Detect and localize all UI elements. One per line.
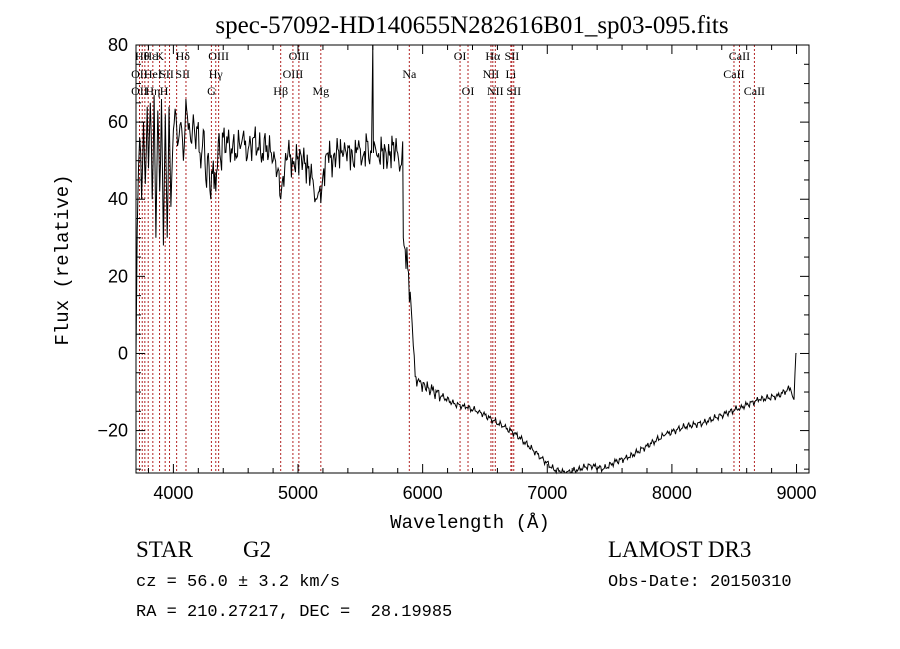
line-label: SII: [506, 84, 521, 98]
line-label: NII: [487, 84, 504, 98]
line-label: Hα: [485, 49, 501, 63]
y-tick-label: 20: [108, 266, 128, 286]
line-label: CaII: [729, 49, 750, 63]
line-label: OIII: [208, 49, 229, 63]
line-label: Hη: [145, 84, 160, 98]
ra-dec-coordinates: RA = 210.27217, DEC = 28.19985: [136, 603, 453, 622]
y-tick-label: 80: [108, 35, 128, 55]
redshift-velocity: cz = 56.0 ± 3.2 km/s: [136, 573, 341, 592]
object-class: STAR: [136, 537, 193, 562]
line-label: Hθ: [135, 49, 150, 63]
line-label: SII: [175, 67, 190, 81]
x-axis-ticks: 4000 5000 6000 7000 8000 9000: [147, 45, 817, 503]
x-tick-label: 6000: [403, 483, 443, 503]
line-label: CaII: [723, 67, 744, 81]
line-label: SII: [505, 49, 520, 63]
line-label: CaII: [744, 84, 765, 98]
line-label: OII: [131, 67, 148, 81]
x-tick-label: 8000: [652, 483, 692, 503]
emission-line-markers: [138, 45, 755, 473]
line-label: G: [207, 84, 216, 98]
line-label: SII: [159, 67, 174, 81]
y-axis-ticks: −20 0 20 40 60 80: [97, 35, 809, 470]
line-label: Li: [506, 67, 517, 81]
y-tick-label: 60: [108, 112, 128, 132]
line-label: Hβ: [273, 84, 288, 98]
line-label: Na: [402, 67, 417, 81]
x-tick-label: 9000: [777, 483, 817, 503]
line-label: Hγ: [209, 67, 224, 81]
plot-frame: [135, 44, 810, 474]
line-label: Hε: [143, 49, 157, 63]
line-label: OII: [131, 84, 148, 98]
line-label: NII: [483, 67, 500, 81]
chart-title: spec-57092-HD140655N282616B01_sp03-095.f…: [215, 12, 728, 39]
line-label: OI: [454, 49, 467, 63]
spectral-subclass: G2: [243, 537, 272, 562]
observation-date: Obs-Date: 20150310: [608, 573, 792, 592]
y-axis-label: Flux (relative): [52, 174, 74, 345]
line-label: HeI: [144, 67, 162, 81]
flux-series-line: [135, 44, 797, 475]
line-label: H: [160, 84, 169, 98]
y-tick-label: −20: [97, 421, 128, 441]
emission-line-labels: HθOIIOIIHεHeIHηKSIIHHδSIIOIIIHγGOIIIOIII…: [131, 49, 765, 98]
x-tick-label: 5000: [278, 483, 318, 503]
y-tick-label: 0: [118, 343, 128, 363]
x-tick-label: 7000: [527, 483, 567, 503]
survey-name: LAMOST DR3: [608, 537, 752, 562]
line-label: K: [155, 49, 164, 63]
line-label: OIII: [289, 49, 310, 63]
line-label: Hδ: [176, 49, 191, 63]
line-label: OI: [462, 84, 475, 98]
x-axis-label: Wavelength (Å): [390, 512, 550, 534]
y-tick-label: 40: [108, 189, 128, 209]
line-label: OIII: [283, 67, 304, 81]
x-tick-label: 4000: [153, 483, 193, 503]
line-label: Mg: [312, 84, 329, 98]
